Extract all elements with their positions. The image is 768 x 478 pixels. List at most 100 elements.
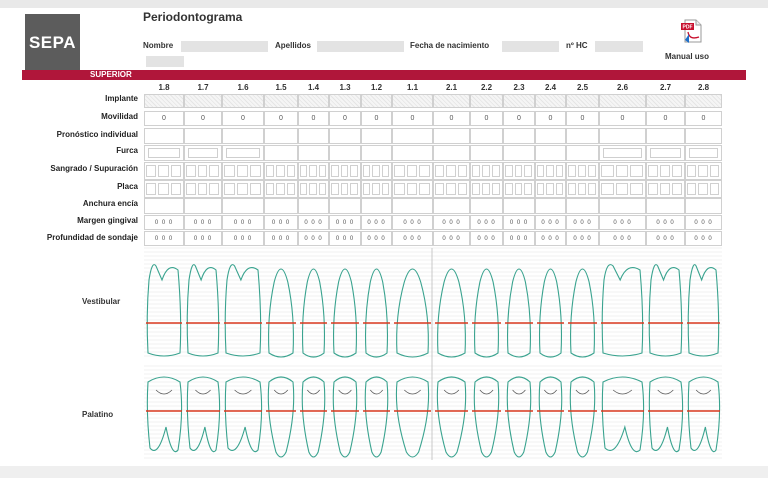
anchura-cell[interactable] xyxy=(599,198,646,214)
profundidad-sondaje-cell[interactable]: 0 0 0 xyxy=(503,231,535,246)
pronostico-cell[interactable] xyxy=(503,128,535,144)
placa-site-box[interactable] xyxy=(524,183,532,195)
sangrado-site-box[interactable] xyxy=(648,165,658,177)
implante-cell[interactable] xyxy=(264,94,298,108)
sangrado-site-box[interactable] xyxy=(340,165,349,177)
profundidad-sondaje-cell[interactable]: 0 0 0 xyxy=(329,231,361,246)
sangrado-site-box[interactable] xyxy=(482,165,490,177)
pronostico-cell[interactable] xyxy=(599,128,646,144)
furca-input[interactable] xyxy=(188,148,218,158)
margen-gingival-cell[interactable]: 0 0 0 xyxy=(470,215,503,230)
margen-gingival-cell[interactable]: 0 0 0 xyxy=(264,215,298,230)
anchura-cell[interactable] xyxy=(566,198,599,214)
placa-site-box[interactable] xyxy=(276,183,285,195)
sangrado-site-box[interactable] xyxy=(318,165,326,177)
margen-gingival-cell[interactable]: 0 0 0 xyxy=(298,215,329,230)
pronostico-cell[interactable] xyxy=(144,128,184,144)
profundidad-sondaje-cell[interactable]: 0 0 0 xyxy=(264,231,298,246)
sangrado-site-box[interactable] xyxy=(472,165,480,177)
furca-input[interactable] xyxy=(689,148,718,158)
pronostico-cell[interactable] xyxy=(685,128,722,144)
sangrado-site-box[interactable] xyxy=(588,165,596,177)
sangrado-site-box[interactable] xyxy=(170,165,181,177)
placa-site-box[interactable] xyxy=(350,183,358,195)
profundidad-sondaje-cell[interactable]: 0 0 0 xyxy=(470,231,503,246)
movilidad-cell[interactable]: 0 xyxy=(566,111,599,126)
placa-site-box[interactable] xyxy=(146,183,157,195)
movilidad-cell[interactable]: 0 xyxy=(685,111,722,126)
movilidad-cell[interactable]: 0 xyxy=(503,111,535,126)
sangrado-site-box[interactable] xyxy=(237,165,248,177)
profundidad-sondaje-cell[interactable]: 0 0 0 xyxy=(184,231,222,246)
movilidad-cell[interactable]: 0 xyxy=(433,111,470,126)
placa-site-box[interactable] xyxy=(224,183,235,195)
anchura-cell[interactable] xyxy=(503,198,535,214)
sangrado-site-box[interactable] xyxy=(266,165,275,177)
sangrado-site-box[interactable] xyxy=(687,165,697,177)
margen-gingival-cell[interactable]: 0 0 0 xyxy=(184,215,222,230)
placa-site-box[interactable] xyxy=(482,183,490,195)
placa-site-box[interactable] xyxy=(158,183,169,195)
sangrado-site-box[interactable] xyxy=(630,165,643,177)
implante-cell[interactable] xyxy=(433,94,470,108)
anchura-cell[interactable] xyxy=(361,198,392,214)
placa-site-box[interactable] xyxy=(286,183,295,195)
placa-site-box[interactable] xyxy=(394,183,405,195)
sangrado-site-box[interactable] xyxy=(146,165,157,177)
anchura-cell[interactable] xyxy=(298,198,329,214)
pdf-document-icon[interactable]: PDF xyxy=(679,18,705,44)
margen-gingival-cell[interactable]: 0 0 0 xyxy=(329,215,361,230)
movilidad-cell[interactable]: 0 xyxy=(646,111,685,126)
placa-site-box[interactable] xyxy=(648,183,658,195)
placa-site-box[interactable] xyxy=(505,183,513,195)
sangrado-site-box[interactable] xyxy=(601,165,614,177)
anchura-cell[interactable] xyxy=(184,198,222,214)
sangrado-site-box[interactable] xyxy=(615,165,629,177)
fecha-nacimiento-input[interactable] xyxy=(502,41,559,52)
sangrado-site-box[interactable] xyxy=(158,165,169,177)
placa-site-box[interactable] xyxy=(237,183,248,195)
sangrado-site-box[interactable] xyxy=(457,165,467,177)
movilidad-cell[interactable]: 0 xyxy=(222,111,264,126)
margen-gingival-cell[interactable]: 0 0 0 xyxy=(144,215,184,230)
profundidad-sondaje-cell[interactable]: 0 0 0 xyxy=(298,231,329,246)
placa-site-box[interactable] xyxy=(568,183,576,195)
nombre-input[interactable] xyxy=(181,41,268,52)
profundidad-sondaje-cell[interactable]: 0 0 0 xyxy=(433,231,470,246)
implante-cell[interactable] xyxy=(361,94,392,108)
pronostico-cell[interactable] xyxy=(222,128,264,144)
anchura-cell[interactable] xyxy=(264,198,298,214)
movilidad-cell[interactable]: 0 xyxy=(329,111,361,126)
placa-site-box[interactable] xyxy=(492,183,500,195)
placa-site-box[interactable] xyxy=(698,183,708,195)
profundidad-sondaje-cell[interactable]: 0 0 0 xyxy=(566,231,599,246)
placa-site-box[interactable] xyxy=(660,183,670,195)
margen-gingival-cell[interactable]: 0 0 0 xyxy=(566,215,599,230)
placa-site-box[interactable] xyxy=(197,183,208,195)
placa-site-box[interactable] xyxy=(318,183,326,195)
profundidad-sondaje-cell[interactable]: 0 0 0 xyxy=(361,231,392,246)
implante-cell[interactable] xyxy=(685,94,722,108)
profundidad-sondaje-cell[interactable]: 0 0 0 xyxy=(144,231,184,246)
margen-gingival-cell[interactable]: 0 0 0 xyxy=(361,215,392,230)
implante-cell[interactable] xyxy=(646,94,685,108)
sangrado-site-box[interactable] xyxy=(446,165,456,177)
movilidad-cell[interactable]: 0 xyxy=(599,111,646,126)
sangrado-site-box[interactable] xyxy=(363,165,371,177)
pronostico-cell[interactable] xyxy=(566,128,599,144)
sangrado-site-box[interactable] xyxy=(331,165,339,177)
pronostico-cell[interactable] xyxy=(535,128,566,144)
implante-cell[interactable] xyxy=(535,94,566,108)
sangrado-site-box[interactable] xyxy=(286,165,295,177)
placa-site-box[interactable] xyxy=(537,183,545,195)
implante-cell[interactable] xyxy=(392,94,433,108)
sangrado-site-box[interactable] xyxy=(672,165,682,177)
sangrado-site-box[interactable] xyxy=(524,165,532,177)
pronostico-cell[interactable] xyxy=(646,128,685,144)
placa-site-box[interactable] xyxy=(588,183,596,195)
margen-gingival-cell[interactable]: 0 0 0 xyxy=(646,215,685,230)
placa-site-box[interactable] xyxy=(709,183,719,195)
profundidad-sondaje-cell[interactable]: 0 0 0 xyxy=(222,231,264,246)
placa-site-box[interactable] xyxy=(578,183,586,195)
sangrado-site-box[interactable] xyxy=(492,165,500,177)
